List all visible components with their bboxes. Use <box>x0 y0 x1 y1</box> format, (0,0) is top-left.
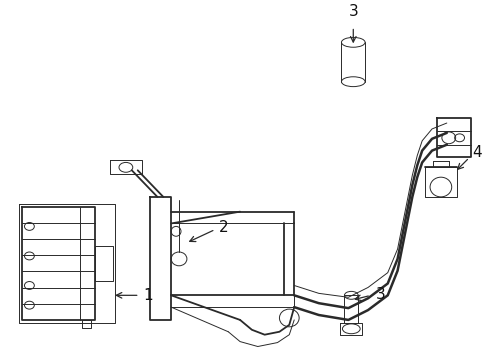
Text: 1: 1 <box>143 288 153 303</box>
Text: 3: 3 <box>347 4 357 19</box>
Text: 3: 3 <box>375 287 385 302</box>
Text: 2: 2 <box>218 220 227 235</box>
Text: 4: 4 <box>471 145 481 160</box>
